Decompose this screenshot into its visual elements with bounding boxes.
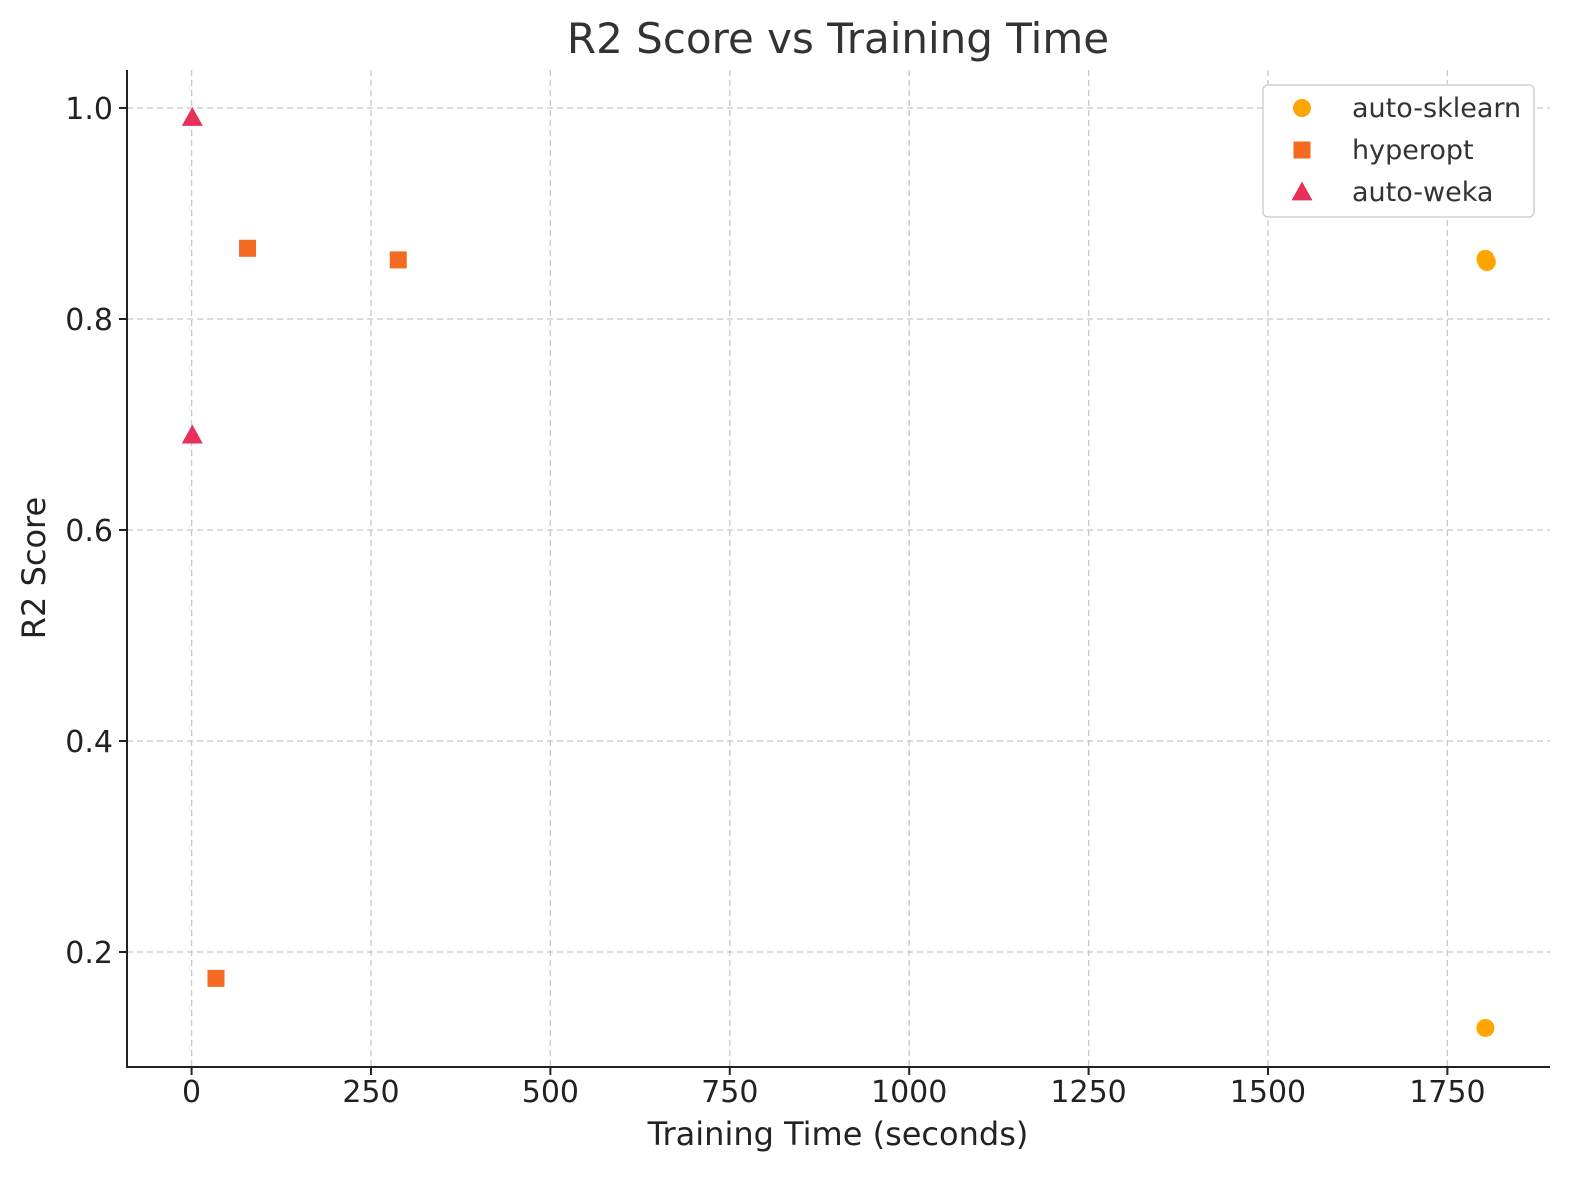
data-point-auto-weka [181,106,203,126]
data-point-hyperopt [389,251,407,269]
axis-ticks: 0 250 500 750 1000 1250 1500 1750 0.2 0.4 0.6 0.8 1.… [65,92,1485,1110]
y-tick-label: 0.6 [65,514,113,549]
legend: auto-sklearn hyperopt auto-weka [1262,84,1535,218]
x-tick-label: 750 [701,1075,758,1110]
x-tick-label: 500 [522,1075,579,1110]
legend-marker-auto-weka [1291,181,1313,201]
legend-label-auto-sklearn: auto-sklearn [1352,93,1521,124]
legend-box [1262,84,1535,218]
data-point-hyperopt [207,969,225,987]
x-tick-label: 1000 [871,1075,947,1110]
legend-label-hyperopt: hyperopt [1352,135,1474,166]
y-tick-label: 0.4 [65,725,113,760]
data-points [181,106,1496,1037]
data-point-auto-weka [181,424,203,444]
x-tick-label: 250 [342,1075,399,1110]
y-axis-label: R2 Score [15,497,53,639]
axes-frame [126,70,1550,1068]
chart-title: R2 Score vs Training Time [567,14,1109,63]
legend-marker-auto-sklearn [1293,99,1311,117]
data-point-auto-sklearn [1477,253,1496,272]
data-point-auto-sklearn [1476,1018,1495,1037]
y-tick-label: 0.8 [65,303,113,338]
data-point-hyperopt [239,239,257,257]
x-tick-label: 1750 [1409,1075,1485,1110]
x-axis-label: Training Time (seconds) [647,1115,1029,1153]
legend-label-auto-weka: auto-weka [1352,177,1493,208]
x-tick-label: 1500 [1230,1075,1306,1110]
y-tick-label: 1.0 [65,92,113,127]
grid-lines [127,70,1550,1067]
x-tick-label: 1250 [1050,1075,1126,1110]
y-tick-label: 0.2 [65,936,113,971]
x-tick-label: 0 [182,1075,201,1110]
legend-marker-hyperopt [1293,141,1311,159]
